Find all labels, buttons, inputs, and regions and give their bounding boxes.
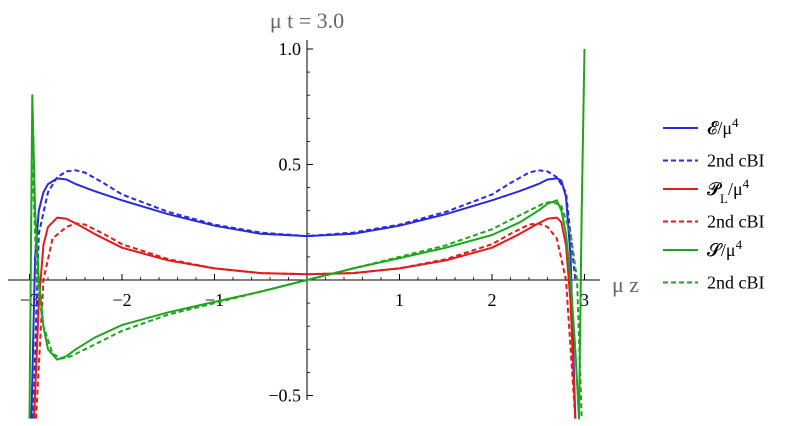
x-tick-label: 1: [395, 290, 404, 310]
series-layer: [28, 48, 586, 420]
legend-superscript: 4: [743, 176, 750, 191]
series-line-5: [31, 164, 583, 419]
x-axis-label: μ z: [612, 272, 639, 297]
axes: −3 −2 −1 1 2 31.00.5−0.5: [8, 39, 600, 406]
x-tick-label: 3: [580, 290, 589, 310]
x-tick-label: 2: [488, 290, 497, 310]
legend-label-2: 𝓟L/μ4: [707, 176, 750, 206]
series-line-0: [30, 177, 577, 419]
series-line-3: [35, 222, 577, 419]
x-tick-label: −1: [205, 290, 224, 310]
legend-label-tail: /μ: [728, 179, 743, 199]
legend-label-3: 2nd cBI: [707, 212, 765, 232]
legend: 𝓔/μ4 2nd cBI 𝓟L/μ4 2nd cBI 𝓢/μ4 2nd cBI: [663, 115, 765, 293]
y-tick-label: 0.5: [279, 155, 302, 175]
series-line-1: [32, 169, 577, 419]
legend-label-0: 𝓔/μ4: [707, 115, 739, 139]
y-tick-label: −0.5: [268, 386, 301, 406]
y-tick-label: 1.0: [279, 39, 302, 59]
x-tick-label: −2: [112, 290, 131, 310]
series-line-2: [33, 216, 577, 419]
legend-subscript: L: [720, 191, 728, 206]
legend-label-4: 𝓢/μ4: [707, 237, 743, 261]
chart-title: μ t = 3.0: [270, 8, 344, 33]
legend-label-1: 2nd cBI: [707, 151, 765, 171]
legend-label-5: 2nd cBI: [707, 273, 765, 293]
legend-superscript: 4: [736, 237, 743, 252]
legend-superscript: 4: [732, 115, 739, 130]
